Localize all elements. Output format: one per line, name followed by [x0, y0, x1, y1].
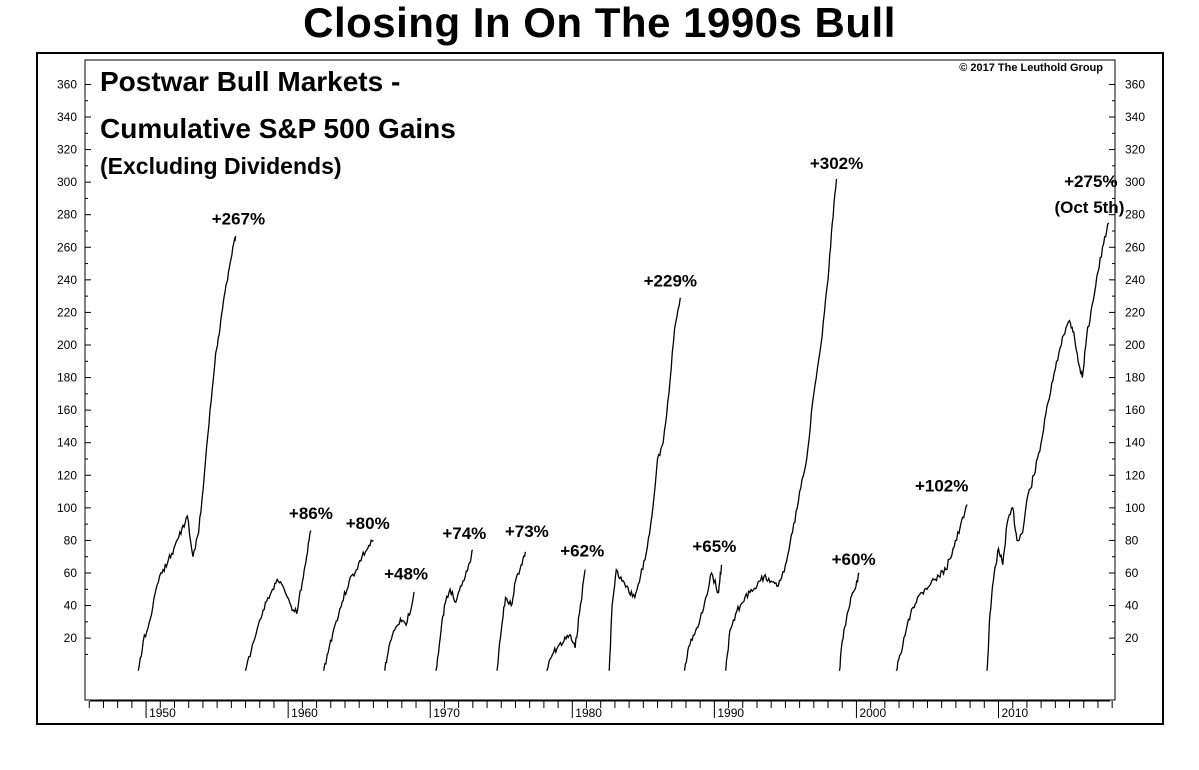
right-y-tick-label: 100 — [1125, 501, 1145, 515]
right-y-tick-label: 180 — [1125, 371, 1145, 385]
x-tick-label: 1980 — [575, 706, 602, 720]
copyright-note: © 2017 The Leuthold Group — [959, 62, 1103, 74]
bull-market-series-1 — [137, 235, 237, 671]
x-tick-label: 1970 — [433, 706, 460, 720]
left-y-tick-label: 340 — [57, 110, 77, 124]
left-y-tick-label: 140 — [57, 436, 77, 450]
right-y-tick-label: 300 — [1125, 175, 1145, 189]
peak-gain-label: +48% — [384, 564, 428, 583]
left-y-tick-label: 80 — [64, 533, 78, 547]
right-y-tick-label: 340 — [1125, 110, 1145, 124]
right-y-tick-label: 360 — [1125, 77, 1145, 91]
bull-market-series-8 — [608, 297, 681, 671]
left-y-tick-label: 120 — [57, 468, 77, 482]
bull-market-series-10 — [725, 178, 838, 671]
bull-market-series-7 — [546, 569, 586, 671]
left-y-tick-label: 40 — [64, 599, 78, 613]
peak-gain-label: +302% — [810, 154, 863, 173]
left-y-axis: 20 40 60 80 100 120 140 160 180 200 220 240 260 280 30… — [57, 77, 91, 655]
right-y-tick-label: 60 — [1125, 566, 1139, 580]
left-y-tick-label: 180 — [57, 371, 77, 385]
right-y-tick-label: 280 — [1125, 208, 1145, 222]
outer-frame — [36, 52, 1164, 725]
bull-market-series-13 — [986, 222, 1110, 671]
x-tick-label: 2010 — [1002, 706, 1029, 720]
peak-gain-label: +73% — [505, 522, 549, 541]
peak-gain-label: +102% — [915, 477, 968, 496]
right-y-tick-label: 20 — [1125, 631, 1139, 645]
right-y-tick-label: 260 — [1125, 240, 1145, 254]
left-y-tick-label: 160 — [57, 403, 77, 417]
bull-market-series-11 — [838, 572, 860, 671]
left-y-tick-label: 360 — [57, 77, 77, 91]
right-y-tick-label: 200 — [1125, 338, 1145, 352]
chart-title: Postwar Bull Markets - — [100, 66, 400, 97]
x-tick-label: 1990 — [717, 706, 744, 720]
left-y-tick-label: 280 — [57, 208, 77, 222]
peak-gain-label: +229% — [644, 271, 697, 290]
peak-gain-label: +74% — [442, 524, 486, 543]
left-y-tick-label: 320 — [57, 143, 77, 157]
right-y-tick-label: 160 — [1125, 403, 1145, 417]
page-headline: Closing In On The 1990s Bull — [303, 0, 896, 46]
left-y-tick-label: 220 — [57, 305, 77, 319]
bull-market-series-5 — [435, 549, 474, 671]
left-y-tick-label: 20 — [64, 631, 78, 645]
right-y-axis: 20 40 60 80 100 120 140 160 180 200 220 240 260 280 30… — [1109, 77, 1145, 655]
bull-market-series-4 — [384, 591, 415, 671]
left-y-tick-label: 100 — [57, 501, 77, 515]
right-y-tick-label: 240 — [1125, 273, 1145, 287]
plot-frame — [84, 59, 1116, 701]
peak-gain-label: +60% — [832, 550, 876, 569]
peak-gain-label: +62% — [560, 542, 604, 561]
left-y-tick-label: 300 — [57, 175, 77, 189]
left-y-tick-label: 200 — [57, 338, 77, 352]
peak-gain-label: +65% — [692, 537, 736, 556]
chart-title-line2: Cumulative S&P 500 Gains — [100, 113, 456, 144]
x-axis: 1950 1960 1970 1980 1990 2000 2010 — [88, 700, 1113, 720]
left-y-tick-label: 60 — [64, 566, 78, 580]
left-y-tick-label: 240 — [57, 273, 77, 287]
x-tick-label: 1950 — [149, 706, 176, 720]
right-y-tick-label: 40 — [1125, 599, 1139, 613]
left-y-tick-label: 260 — [57, 240, 77, 254]
bull-market-series-12 — [895, 504, 968, 672]
right-y-tick-label: 120 — [1125, 468, 1145, 482]
bull-market-series-2 — [244, 530, 312, 671]
bull-market-series-3 — [323, 539, 374, 671]
x-tick-label: 2000 — [859, 706, 886, 720]
right-y-tick-label: 140 — [1125, 436, 1145, 450]
peak-gain-label: +86% — [289, 504, 333, 523]
peak-gain-label: +275% — [1064, 172, 1117, 191]
peak-gain-label: +80% — [346, 514, 390, 533]
peak-gain-label: (Oct 5th) — [1054, 198, 1124, 217]
bull-market-series-6 — [496, 551, 527, 671]
chart-subtitle: (Excluding Dividends) — [100, 153, 342, 179]
right-y-tick-label: 80 — [1125, 533, 1139, 547]
right-y-tick-label: 220 — [1125, 305, 1145, 319]
x-tick-label: 1960 — [291, 706, 318, 720]
annotation-layer: +267% +86% +80% +48% +74% +73% +62% +229% +65% +3… — [212, 154, 1125, 583]
peak-gain-label: +267% — [212, 209, 265, 228]
series-layer — [137, 178, 1110, 672]
right-y-tick-label: 320 — [1125, 143, 1145, 157]
bull-market-series-9 — [683, 564, 723, 671]
